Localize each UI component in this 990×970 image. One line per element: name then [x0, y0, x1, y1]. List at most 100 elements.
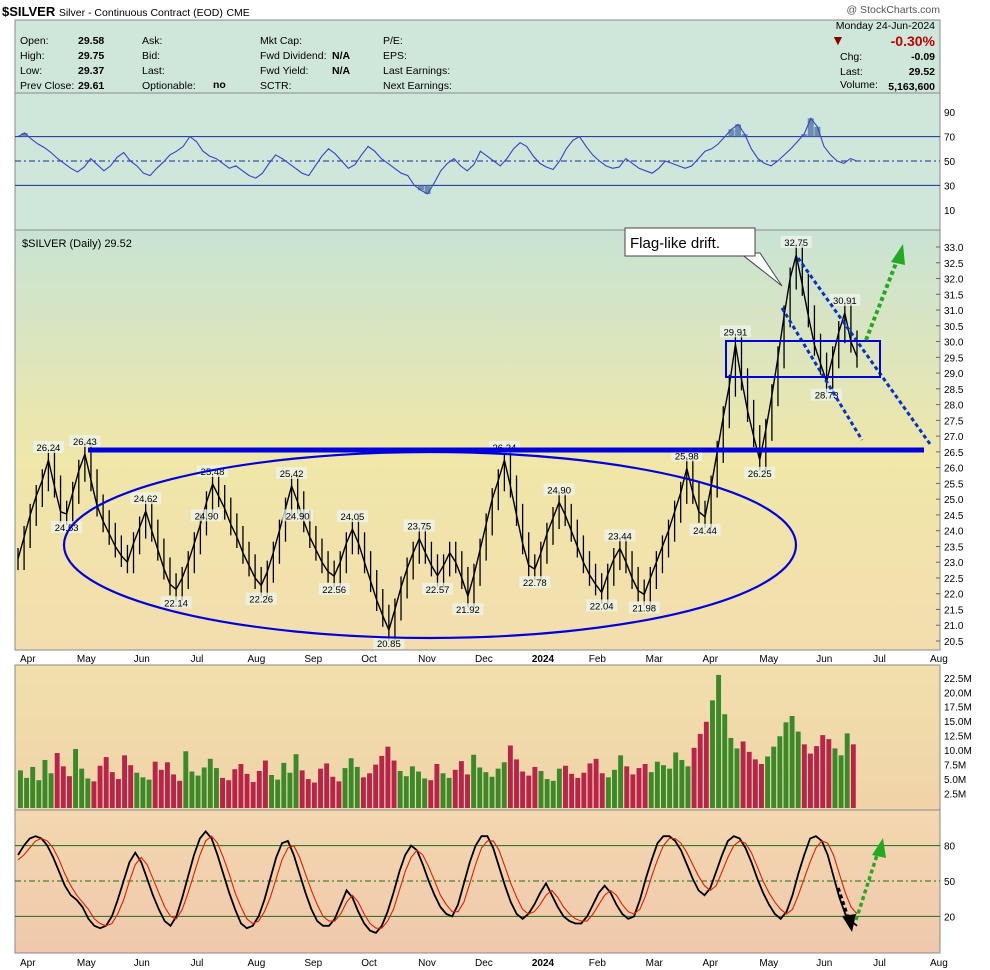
volume-bar	[367, 773, 372, 808]
price-label: 28.73	[815, 391, 839, 402]
volume-bar	[765, 756, 771, 808]
volume-bar	[526, 775, 532, 808]
price-label: 22.04	[590, 601, 614, 612]
price-label: 25.42	[280, 469, 304, 480]
price-tick: 29.0	[944, 369, 964, 380]
volume-bar	[275, 779, 281, 808]
volume-bar	[330, 776, 336, 808]
volume-bar	[471, 754, 477, 808]
volume-bar	[826, 739, 832, 808]
volume-bar	[416, 771, 421, 808]
volume-bar	[710, 700, 715, 808]
volume-bar	[477, 767, 483, 808]
volume-bar	[844, 733, 850, 808]
volume-bar	[177, 780, 183, 808]
volume-bar	[60, 766, 66, 808]
volume-bar	[18, 770, 23, 808]
rsi-tick-50: 50	[944, 157, 956, 168]
price-up-arrow-line	[864, 257, 900, 341]
volume-bar	[409, 766, 415, 808]
volume-tick: 22.5M	[944, 674, 972, 685]
price-label-bg	[628, 601, 660, 614]
volume-bar	[556, 768, 562, 808]
rsi-tick-30: 30	[944, 181, 956, 192]
rsi-tick-10: 10	[944, 206, 956, 217]
price-tick: 23.5	[944, 542, 964, 553]
volume-bar	[636, 768, 642, 808]
callout-text: Flag-like drift.	[630, 235, 720, 252]
price-label: 21.98	[632, 603, 656, 614]
price-tick: 27.5	[944, 416, 964, 427]
price-label-bg	[318, 583, 350, 596]
x-tick-label-bottom: Oct	[361, 958, 377, 969]
price-tick: 21.5	[944, 605, 964, 616]
volume-tick: 20.0M	[944, 688, 972, 699]
price-label-bg	[543, 483, 575, 496]
volume-bar	[115, 779, 121, 808]
price-label: 22.56	[322, 585, 346, 596]
volume-bar	[679, 759, 685, 808]
volume-bar	[722, 714, 728, 808]
volume-bar	[226, 780, 232, 808]
volume-bar	[293, 754, 299, 808]
price-label-bg	[373, 636, 405, 649]
x-tick-label: May	[759, 654, 778, 665]
volume-bar	[458, 761, 464, 808]
x-tick-label: May	[77, 654, 96, 665]
price-tick: 25.0	[944, 495, 964, 506]
volume-bar	[403, 776, 409, 808]
volume-bar	[716, 674, 722, 808]
price-label: 24.62	[134, 494, 158, 505]
price-label: 22.78	[523, 578, 547, 589]
volume-bar	[262, 760, 268, 808]
volume-bar	[311, 782, 317, 808]
price-tick: 30.5	[944, 322, 964, 333]
price-label: 26.24	[37, 443, 61, 454]
volume-bar	[452, 769, 458, 808]
price-label-bg	[452, 603, 484, 616]
volume-bar	[569, 773, 575, 808]
volume-bar	[189, 771, 195, 808]
volume-bar	[48, 773, 54, 808]
volume-bar	[814, 746, 820, 808]
volume-bar	[612, 769, 617, 808]
x-tick-label-bottom: Jul	[873, 958, 886, 969]
volume-bar	[771, 746, 777, 808]
price-label: 23.44	[608, 531, 632, 542]
volume-bar	[391, 760, 397, 808]
volume-bar	[691, 747, 697, 808]
right-labels: Chg: Last:	[840, 51, 863, 78]
x-tick-label-bottom: Jun	[134, 958, 150, 969]
volume-bar	[605, 777, 611, 808]
volume-bar	[183, 751, 189, 808]
volume-bar	[24, 777, 30, 808]
price-tick: 28.0	[944, 401, 964, 412]
stats-mid-labels: Ask: Bid: Last: Optionable:	[142, 35, 196, 92]
price-title: $SILVER (Daily) 29.52	[22, 238, 132, 250]
volume-bar	[777, 736, 783, 808]
volume-bar	[599, 773, 605, 808]
volume-bar	[305, 779, 311, 808]
x-tick-label: Jun	[816, 654, 832, 665]
optionable-value: no	[213, 79, 226, 91]
stoch-k-line	[17, 829, 858, 934]
volume-bar	[501, 762, 507, 808]
volume-bar	[54, 753, 60, 808]
volume-bar	[238, 764, 244, 808]
x-tick-label-bottom: Sep	[304, 958, 322, 969]
volume-bar	[538, 770, 544, 808]
price-label: 22.26	[249, 595, 273, 606]
volume-bar	[654, 761, 660, 808]
price-tick: 32.5	[944, 259, 964, 270]
volume-bar	[618, 755, 624, 808]
x-tick-label-bottom: Feb	[589, 958, 607, 969]
volume-bar	[520, 771, 526, 808]
volume-bar	[440, 773, 446, 808]
volume-bar	[642, 764, 648, 808]
down-triangle-icon: ▼	[831, 32, 845, 48]
price-label: 30.91	[833, 296, 857, 307]
volume-bar	[563, 765, 568, 808]
symbol: $SILVER Silver - Continuous Contract (EO…	[2, 4, 250, 19]
price-label: 21.92	[456, 605, 480, 616]
volume-bar	[740, 741, 746, 808]
